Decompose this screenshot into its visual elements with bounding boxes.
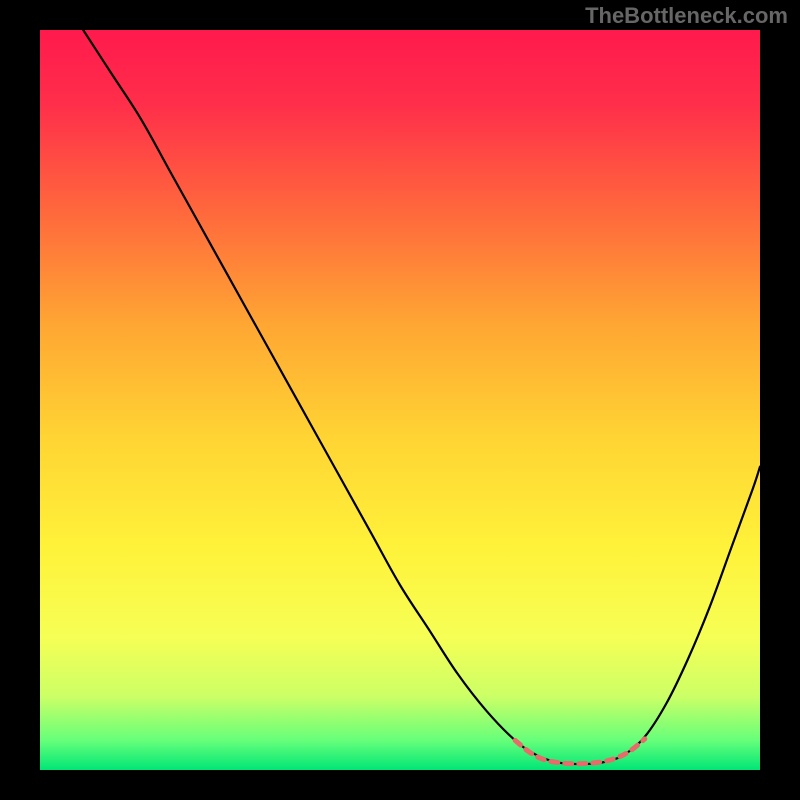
bottleneck-curve-chart (0, 0, 800, 800)
plot-background (40, 30, 760, 770)
chart-container: TheBottleneck.com (0, 0, 800, 800)
